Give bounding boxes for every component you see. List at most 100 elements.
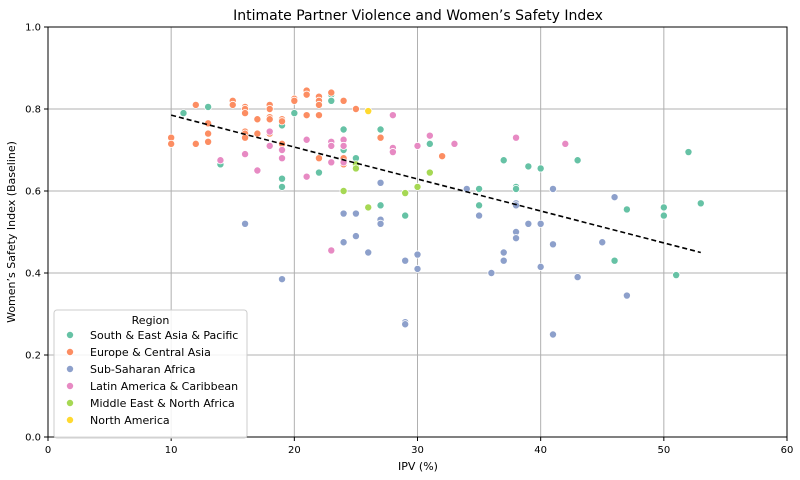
legend-marker — [66, 330, 75, 339]
legend-entry: Sub-Saharan Africa — [90, 363, 195, 376]
data-point — [413, 141, 422, 150]
data-point — [204, 102, 213, 111]
data-point — [327, 96, 336, 105]
data-point — [622, 291, 631, 300]
legend-marker — [66, 381, 75, 390]
data-point — [253, 115, 262, 124]
data-point — [610, 256, 619, 265]
data-point — [228, 100, 237, 109]
data-point — [351, 209, 360, 218]
data-point — [376, 219, 385, 228]
x-axis-label: IPV (%) — [398, 460, 438, 473]
y-tick-label: 0.2 — [25, 351, 41, 362]
trend-line — [170, 114, 701, 254]
data-point — [216, 156, 225, 165]
data-point — [388, 148, 397, 157]
legend-entry: Europe & Central Asia — [90, 346, 211, 359]
data-point — [278, 174, 287, 183]
legend: Region South & East Asia & Pacific Europe … — [53, 309, 248, 439]
data-point — [512, 184, 521, 193]
data-point — [499, 256, 508, 265]
data-point — [278, 117, 287, 126]
data-point — [659, 203, 668, 212]
data-point — [376, 133, 385, 142]
data-point — [314, 111, 323, 120]
data-point — [598, 238, 607, 247]
data-point — [327, 246, 336, 255]
legend-marker — [66, 347, 75, 356]
data-point — [672, 271, 681, 280]
data-point — [167, 139, 176, 148]
data-point — [241, 150, 250, 159]
data-point — [314, 154, 323, 163]
x-tick-label: 40 — [534, 445, 547, 456]
chart-title: Intimate Partner Violence and Women’s Sa… — [233, 8, 603, 24]
data-point — [265, 105, 274, 114]
data-point — [179, 109, 188, 118]
data-point — [327, 88, 336, 97]
data-point — [302, 135, 311, 144]
data-point — [499, 248, 508, 257]
data-point — [610, 193, 619, 202]
data-point — [241, 133, 250, 142]
data-point — [241, 109, 250, 118]
data-point — [314, 168, 323, 177]
y-axis-label: Women’s Safety Index (Baseline) — [5, 141, 18, 323]
data-point — [413, 264, 422, 273]
x-tick-label: 60 — [781, 445, 794, 456]
plot-frame — [47, 26, 788, 438]
y-axis-ticks: 0.0 0.2 0.4 0.6 0.8 1.0 — [25, 23, 48, 444]
data-point — [450, 139, 459, 148]
data-point — [573, 156, 582, 165]
y-tick-label: 0.8 — [25, 105, 41, 116]
data-point — [302, 111, 311, 120]
data-point — [475, 184, 484, 193]
data-point — [524, 219, 533, 228]
legend-entry: South & East Asia & Pacific — [90, 329, 238, 342]
data-point — [278, 145, 287, 154]
data-point — [573, 273, 582, 282]
data-point — [191, 139, 200, 148]
data-point — [204, 137, 213, 146]
data-point — [339, 238, 348, 247]
data-point — [278, 182, 287, 191]
data-point — [425, 168, 434, 177]
legend-marker — [66, 364, 75, 373]
data-point — [512, 133, 521, 142]
data-point — [327, 141, 336, 150]
data-point — [659, 211, 668, 220]
data-point — [401, 211, 410, 220]
y-tick-label: 0.4 — [25, 269, 41, 280]
data-point — [265, 115, 274, 124]
x-tick-label: 30 — [411, 445, 424, 456]
legend-entry: Middle East & North Africa — [90, 397, 235, 410]
legend-box — [53, 309, 248, 439]
data-point — [351, 105, 360, 114]
x-tick-label: 50 — [657, 445, 670, 456]
data-point — [425, 131, 434, 140]
data-point — [401, 320, 410, 329]
data-point — [241, 219, 250, 228]
data-point — [475, 201, 484, 210]
data-point — [327, 158, 336, 167]
data-point — [351, 232, 360, 241]
data-point — [204, 129, 213, 138]
data-point — [364, 203, 373, 212]
data-point — [425, 139, 434, 148]
data-point — [253, 166, 262, 175]
data-point — [512, 234, 521, 243]
y-tick-label: 1.0 — [25, 23, 41, 34]
data-point — [376, 201, 385, 210]
y-tick-label: 0.6 — [25, 187, 41, 198]
data-point — [388, 111, 397, 120]
data-point — [290, 96, 299, 105]
data-point — [339, 209, 348, 218]
data-point — [376, 178, 385, 187]
data-points — [167, 86, 705, 339]
data-point — [376, 125, 385, 134]
data-point — [290, 109, 299, 118]
data-point — [561, 139, 570, 148]
data-point — [401, 189, 410, 198]
data-point — [278, 154, 287, 163]
legend-entry: North America — [90, 414, 170, 427]
